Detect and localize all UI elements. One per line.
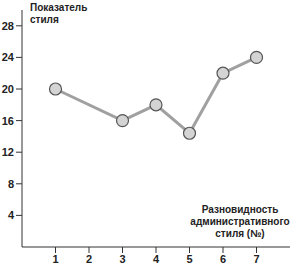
svg-text:3: 3 [119, 253, 125, 265]
svg-text:4: 4 [153, 253, 160, 265]
svg-text:24: 24 [8, 51, 15, 63]
svg-text:5: 5 [186, 253, 192, 265]
svg-text:20: 20 [8, 83, 14, 95]
svg-text:16: 16 [8, 115, 14, 127]
svg-text:1: 1 [52, 253, 58, 265]
svg-text:6: 6 [220, 253, 226, 265]
svg-text:8: 8 [8, 178, 14, 190]
svg-text:4: 4 [8, 209, 15, 221]
svg-text:12: 12 [8, 146, 14, 158]
html-text:Разновидность административног: Разновидность административного стиля (№… [190, 204, 290, 239]
html-text:Показатель стиля: Показатель стиля [30, 2, 88, 25]
svg-text:2: 2 [86, 253, 92, 265]
svg-text:28: 28 [8, 20, 14, 32]
svg-text:7: 7 [253, 253, 259, 265]
